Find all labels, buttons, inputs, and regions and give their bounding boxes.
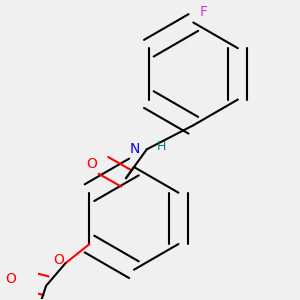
Text: O: O bbox=[86, 157, 97, 171]
Text: F: F bbox=[200, 5, 208, 19]
Text: O: O bbox=[5, 272, 16, 286]
Text: O: O bbox=[53, 253, 64, 267]
Text: H: H bbox=[156, 140, 166, 153]
Text: N: N bbox=[130, 142, 140, 156]
